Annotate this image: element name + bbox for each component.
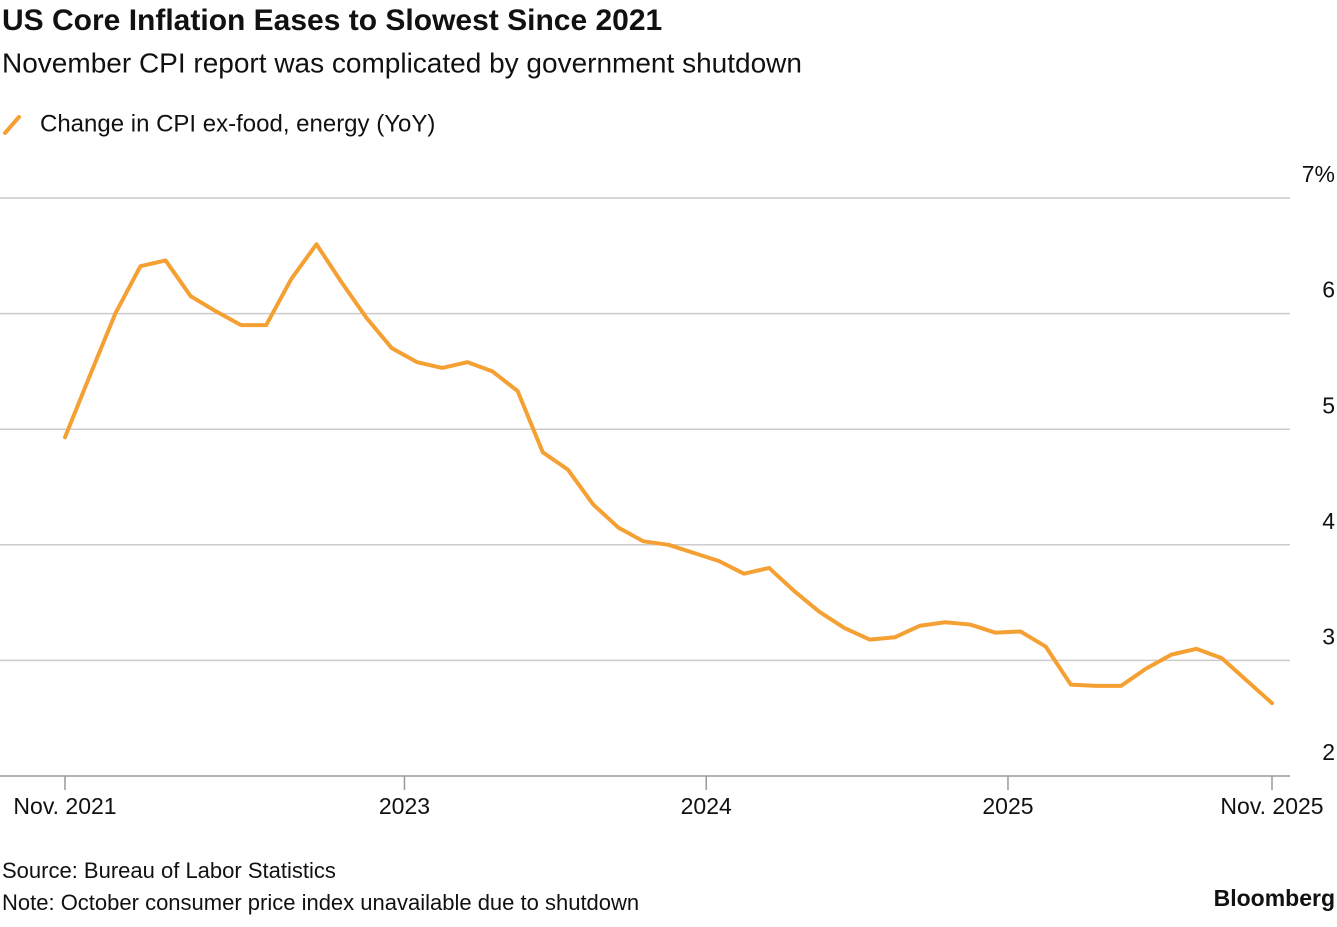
x-tick-label: 2025 xyxy=(982,793,1033,819)
x-tick-label: Nov. 2021 xyxy=(13,793,116,819)
x-tick-label: 2024 xyxy=(681,793,732,819)
brand: Bloomberg xyxy=(1214,885,1335,911)
y-tick-label: 6 xyxy=(1322,277,1335,303)
source: Source: Bureau of Labor Statistics xyxy=(2,858,336,883)
x-tick-label: 2023 xyxy=(379,793,430,819)
y-tick-label: 2 xyxy=(1322,739,1335,765)
y-tick-label: 3 xyxy=(1322,623,1335,649)
legend-label: Change in CPI ex-food, energy (YoY) xyxy=(40,110,435,137)
line-series xyxy=(63,242,1274,706)
note: Note: October consumer price index unava… xyxy=(2,890,639,915)
y-tick-label: 7% xyxy=(1302,161,1335,187)
chart-subtitle: November CPI report was complicated by g… xyxy=(2,47,802,78)
x-tick-label: Nov. 2025 xyxy=(1220,793,1323,819)
legend-swatch xyxy=(3,115,21,135)
chart-title: US Core Inflation Eases to Slowest Since… xyxy=(2,4,662,37)
y-tick-label: 5 xyxy=(1322,392,1335,418)
y-tick-label: 4 xyxy=(1322,508,1335,534)
